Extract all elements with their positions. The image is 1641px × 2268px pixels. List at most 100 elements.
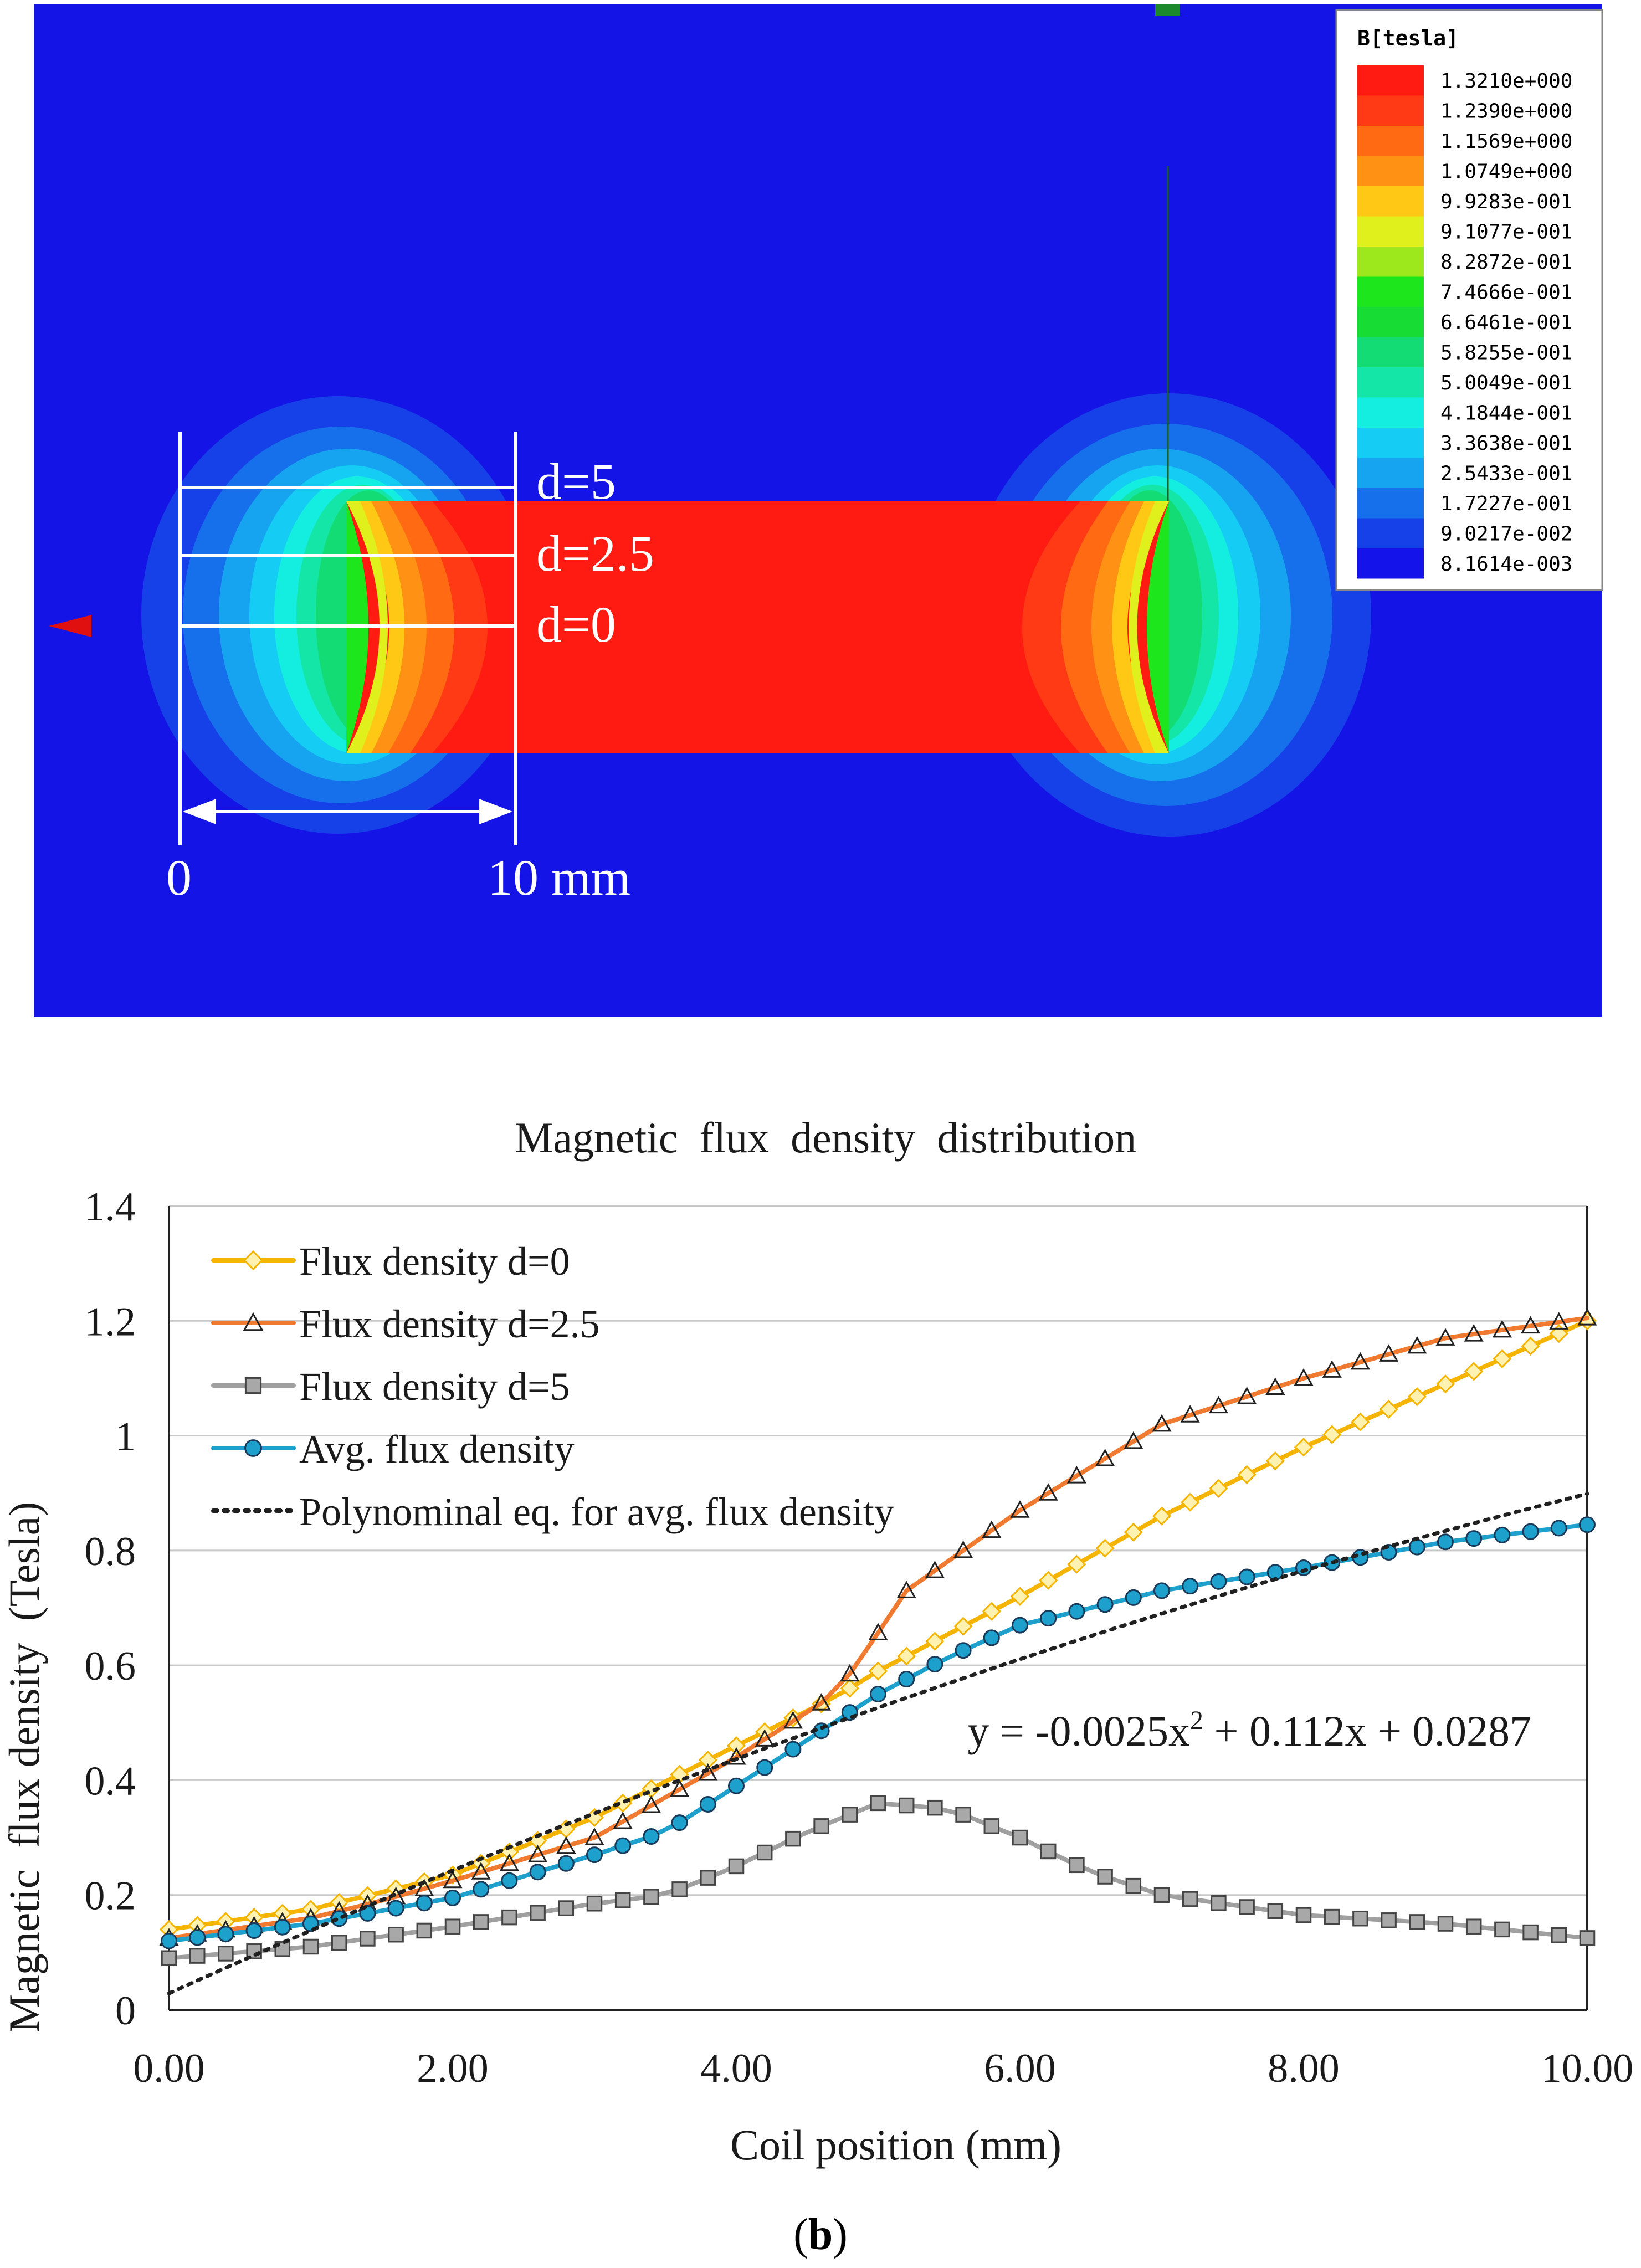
data-point [443,1870,463,1889]
data-point [955,1807,971,1823]
y-tick-label: 0.6 [85,1644,136,1689]
data-point [700,1870,716,1886]
y-tick-label: 0 [115,1988,136,2034]
legend-item: Flux density d=2.5 [211,1302,600,1346]
data-point [331,1935,347,1951]
data-point [1550,1520,1567,1537]
series-3 [161,1516,1596,1949]
data-point [785,1830,801,1847]
data-point [1267,1903,1284,1919]
series-line [167,1800,1589,1961]
data-point [1180,1405,1200,1423]
data-point [1379,1344,1399,1362]
data-point [1324,1908,1340,1925]
data-point [868,1623,888,1640]
data-point [1069,1857,1085,1874]
data-point [756,1844,773,1861]
x-tick-label: 10.00 [1541,2046,1634,2091]
data-point [755,1729,775,1747]
legend-swatch [1357,126,1424,156]
data-point [499,1853,519,1871]
legend-value: 5.0049e-001 [1440,372,1572,394]
data-point [1521,1336,1540,1356]
data-point [643,1828,660,1845]
data-point [471,1862,491,1880]
y-tick-label: 0.4 [85,1758,136,1804]
data-point [870,1685,886,1702]
x-tick-label: 0.00 [133,2046,205,2091]
data-point [388,1926,404,1943]
legend-entries: 1.3210e+000 1.2390e+000 1.1569e+000 1.0749e… [1357,65,1572,579]
legend-value: 1.2390e+000 [1440,100,1572,123]
fit-eq-sup: 2 [1190,1706,1203,1735]
data-point [1464,1324,1484,1342]
legend-swatch [1357,518,1424,548]
data-point [726,1747,746,1765]
legend-swatch [1357,65,1424,96]
legend-swatch [1357,95,1424,126]
legend-swatch [1357,276,1424,307]
legend-value: 3.3638e-001 [1440,432,1572,455]
data-point [1294,1368,1314,1386]
series-2 [161,1795,1596,1966]
data-point [1350,1352,1370,1370]
data-point [1351,1412,1370,1431]
dimension-overlay [178,432,517,845]
data-point [641,1795,661,1813]
data-point [868,1661,888,1681]
data-point [1124,1431,1143,1449]
legend-swatch [1357,488,1424,519]
data-point [1095,1448,1115,1466]
data-point [1265,1451,1285,1471]
data-point [896,1581,916,1598]
data-point [501,1909,517,1926]
data-point [1549,1323,1568,1343]
series-line [167,1492,1589,1995]
data-point [1010,1587,1030,1606]
color-legend: B[tesla] 1.3210e+000 1.2390e+000 1.1569e+0… [1335,9,1603,591]
grid-lines: 0 0.2 0.4 0.6 0.8 1 1.2 1.4 0.00 2.00 4.00 6.00 8.00… [85,1184,1634,2091]
dim-arrow-right-icon [479,799,512,824]
legend-swatch [1357,367,1424,398]
data-point [925,1561,945,1578]
legend-value: 9.0217e-002 [1440,523,1572,546]
y-tick-label: 0.8 [85,1529,136,1574]
data-point [1152,1506,1172,1526]
data-point [897,1646,916,1666]
data-point [218,1946,234,1962]
data-point [1352,1910,1368,1927]
axes [168,1206,1588,2011]
legend-item: Polynominal eq. for avg. flux density [211,1490,894,1534]
fit-eq-tail: + 0.112x + 0.0287 [1203,1707,1531,1755]
panel-a-label: (a) [794,1047,846,1053]
data-point [699,1795,716,1813]
data-point [387,1900,404,1917]
data-point [1012,1829,1028,1846]
panel-letter: a [809,1047,832,1053]
data-point [1211,1895,1227,1911]
data-point [925,1631,945,1651]
data-point [728,1858,745,1875]
data-point [1210,1573,1227,1590]
data-point [1182,1578,1199,1595]
data-point [556,1836,576,1854]
data-point [1407,1336,1427,1354]
data-point [1239,1899,1255,1915]
data-point [1493,1349,1512,1368]
data-point [1522,1523,1539,1540]
data-point [1521,1316,1541,1334]
data-point [613,1811,633,1829]
data-point [1238,1568,1255,1585]
data-point [1208,1395,1228,1414]
data-point [982,1602,1001,1621]
data-point [1209,1479,1228,1499]
data-point [586,1896,603,1912]
data-point [444,1918,461,1935]
data-point [1067,1554,1086,1574]
data-point [1182,1891,1198,1907]
field-plot-panel: d=5 d=2.5 d=0 0 10 mm B[tesla] 1.3210e+0… [34,4,1603,1053]
chart-title: Magnetic flux density distribution [515,1114,1136,1162]
data-point [983,1818,1000,1834]
data-point [501,1872,518,1889]
legend-value: 1.3210e+000 [1440,70,1572,93]
